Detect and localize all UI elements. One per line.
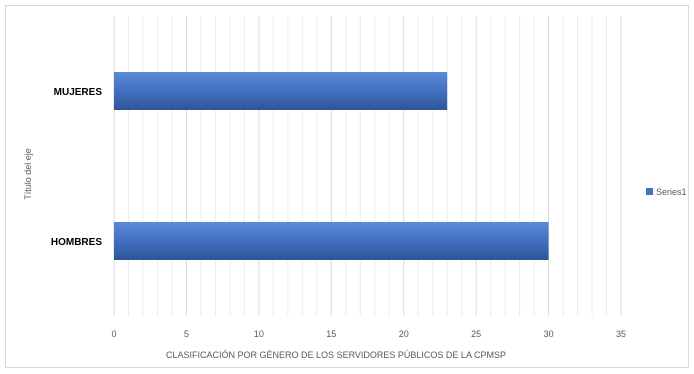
chart-frame: MUJERES HOMBRES 0 5 10 15 20 25 30 35 CLASIFICAC… [5, 5, 689, 368]
category-label: MUJERES [54, 87, 103, 98]
legend[interactable]: Series1 [646, 187, 687, 197]
category-label: HOMBRES [51, 237, 102, 248]
x-tick-labels: 0 5 10 15 20 25 30 35 [111, 329, 626, 339]
x-tick-label: 20 [399, 329, 409, 339]
legend-swatch [646, 188, 653, 195]
x-tick-label: 30 [544, 329, 554, 339]
bar-hombres[interactable] [114, 222, 549, 260]
x-axis-title: CLASIFICACIÓN POR GÉNERO DE LOS SERVIDOR… [166, 350, 506, 360]
legend-label: Series1 [656, 187, 687, 197]
bar-mujeres[interactable] [114, 72, 448, 110]
x-tick-label: 5 [184, 329, 189, 339]
x-tick-label: 35 [616, 329, 626, 339]
bars [114, 72, 549, 260]
x-tick-label: 25 [471, 329, 481, 339]
bar-chart: MUJERES HOMBRES 0 5 10 15 20 25 30 35 CLASIFICAC… [23, 16, 687, 360]
x-tick-label: 15 [326, 329, 336, 339]
y-axis-title: Título del eje [23, 148, 33, 200]
x-tick-label: 0 [111, 329, 116, 339]
x-tick-label: 10 [254, 329, 264, 339]
category-labels: MUJERES HOMBRES [51, 87, 102, 248]
gridlines [113, 16, 622, 316]
